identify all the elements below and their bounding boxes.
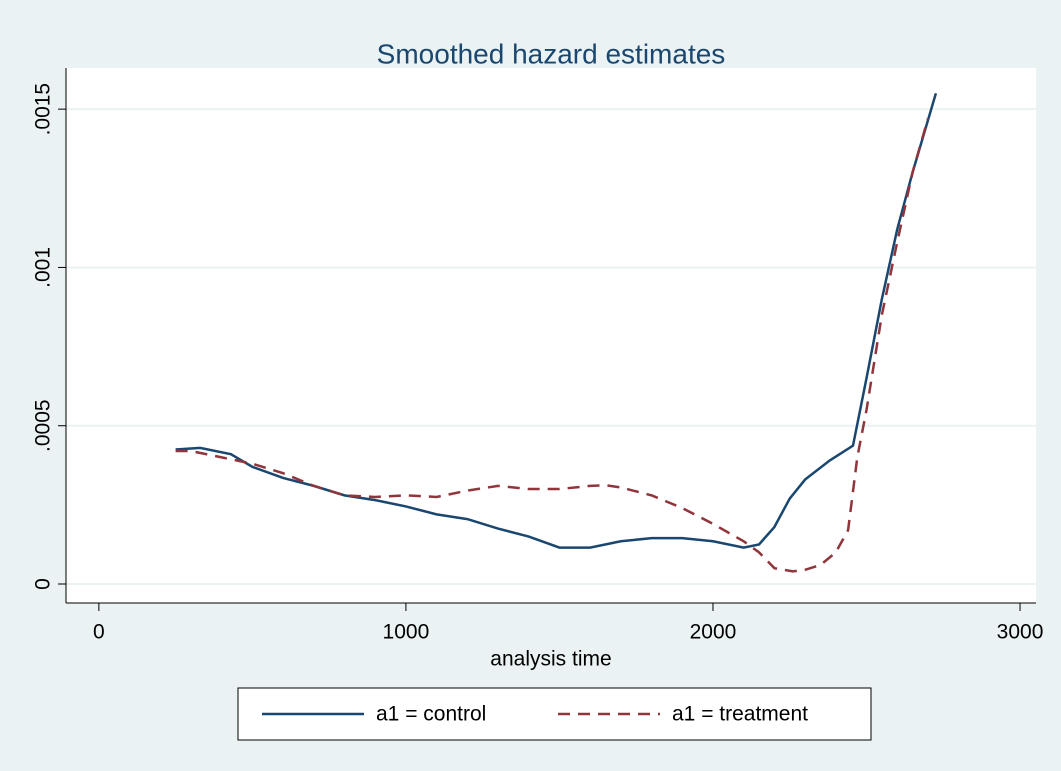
- y-tick-label: 0: [32, 578, 55, 590]
- y-tick-label: .001: [32, 247, 55, 288]
- x-tick-label: 2000: [690, 621, 737, 644]
- x-tick-label: 3000: [997, 621, 1044, 644]
- x-tick-label: 0: [93, 621, 105, 644]
- series-line: [175, 118, 930, 573]
- y-tick-label: .0005: [32, 399, 55, 452]
- x-axis-label: analysis time: [490, 648, 611, 671]
- x-tick-label: 1000: [383, 621, 430, 644]
- legend-label: a1 = treatment: [672, 703, 808, 726]
- chart-title: Smoothed hazard estimates: [377, 38, 726, 69]
- legend-label: a1 = control: [376, 703, 486, 726]
- y-tick-label: .0015: [32, 83, 55, 136]
- plot-area: [66, 68, 1036, 603]
